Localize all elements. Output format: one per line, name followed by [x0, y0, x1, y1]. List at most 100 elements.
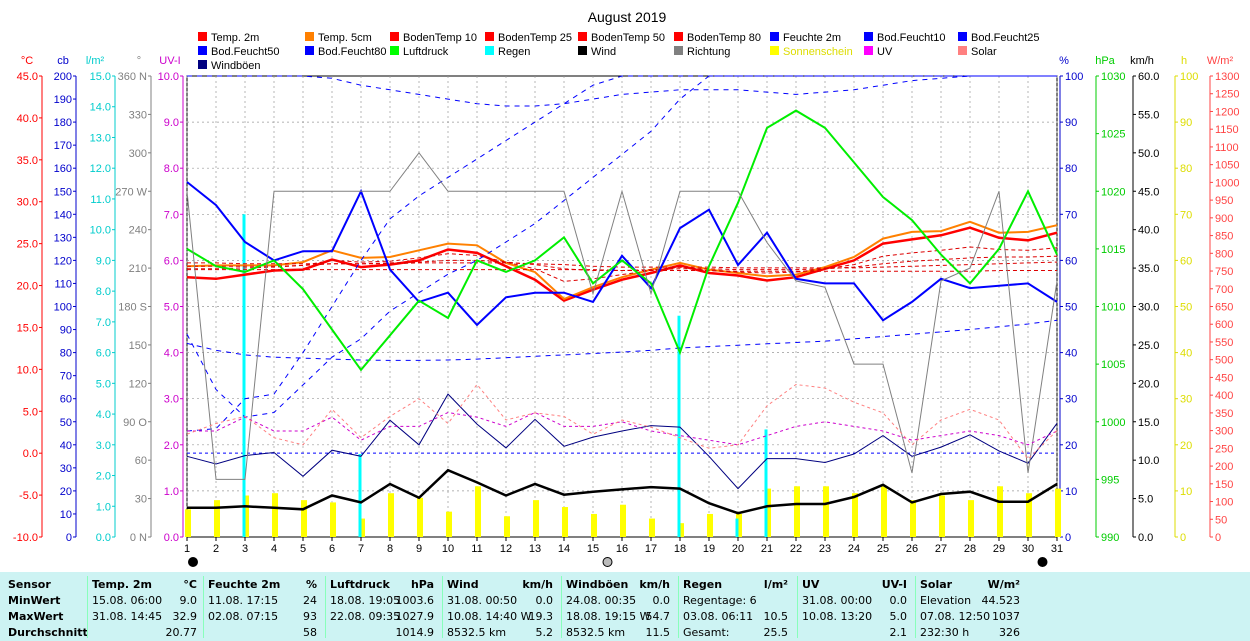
- axis-tick-label: 50: [1215, 514, 1227, 526]
- max-value: 10.5: [763, 610, 789, 623]
- axis-tick-label: 30: [1180, 394, 1192, 406]
- chart-legend: Temp. 2m Temp. 5cm BodenTemp 10 BodenTemp 2…: [198, 32, 1040, 72]
- axis-tick-label: 70: [1180, 209, 1192, 221]
- max-value: 1027.9: [395, 610, 435, 623]
- axis-tick-label: 8.0: [96, 286, 111, 298]
- column-header: Wind: [447, 578, 479, 591]
- axis-tick-label: 6.0: [96, 348, 111, 360]
- sunshine-bar: [794, 486, 800, 537]
- max-value: 54.7: [645, 610, 671, 623]
- series-bodentemp-80: [187, 269, 1057, 272]
- sunshine-bar: [939, 495, 945, 537]
- column-unit: l/m²: [763, 578, 788, 591]
- min-time: 24.08. 00:35: [566, 594, 637, 607]
- axis-tick-label: 150: [54, 186, 72, 198]
- column-separator: [915, 576, 916, 638]
- x-tick-label: 17: [645, 543, 657, 555]
- axis-tick-label: 45.0: [17, 71, 38, 83]
- axis-tick-label: 60: [1180, 255, 1192, 267]
- legend-swatch: [485, 32, 494, 41]
- sunshine-bar: [591, 513, 597, 537]
- avg-value: 58: [303, 626, 317, 639]
- min-value: 0.0: [652, 594, 671, 607]
- legend-swatch: [674, 46, 683, 55]
- sunshine-bar: [243, 495, 249, 537]
- legend-swatch: [198, 60, 207, 69]
- axis-tick-label: 0: [66, 532, 72, 544]
- row-label: MinWert: [8, 594, 61, 607]
- legend-swatch: [390, 46, 399, 55]
- legend-swatch: [305, 46, 314, 55]
- axis-tick-label: 10: [1065, 486, 1077, 498]
- axis-tick-label: 1.0: [164, 486, 179, 498]
- stats-table: Sensor MinWert MaxWert Durchschnitt Temp. 2m…: [0, 572, 1250, 641]
- max-value: 19.3: [528, 610, 554, 623]
- column-unit: UV-I: [881, 578, 907, 591]
- axis-tick-label: 5.0: [23, 406, 38, 418]
- axis-tick-label: 80: [1180, 163, 1192, 175]
- axis-tick-label: 70: [60, 371, 72, 383]
- sunshine-bar: [620, 504, 626, 537]
- legend-label: Sonnenschein: [783, 46, 853, 58]
- x-tick-label: 15: [587, 543, 599, 555]
- axis-tick-label: 9.0: [164, 117, 179, 129]
- sunshine-bar: [910, 500, 916, 537]
- axis-tick-label: 950: [1215, 195, 1233, 207]
- axis-tick-label: 80: [1065, 163, 1077, 175]
- axis-unit-label: hPa: [1095, 55, 1115, 67]
- x-tick-label: 22: [790, 543, 802, 555]
- axis-tick-label: 40: [1065, 348, 1077, 360]
- legend-swatch: [958, 32, 967, 41]
- avg-value: 2.1: [889, 626, 908, 639]
- axis-tick-label: 1050: [1215, 160, 1239, 172]
- axis-tick-label: 50: [60, 417, 72, 429]
- axis-tick-label: 140: [54, 209, 72, 221]
- rain-bar: [735, 518, 739, 537]
- column-header: Regen: [683, 578, 723, 591]
- x-tick-label: 24: [848, 543, 860, 555]
- sunshine-bar: [533, 500, 539, 537]
- x-tick-label: 13: [529, 543, 541, 555]
- axis-tick-label: 150: [129, 340, 147, 352]
- axis-tick-label: 1005: [1101, 359, 1125, 371]
- axis-tick-label: 9.0: [96, 255, 111, 267]
- weather-chart: August 2019 Temp. 2m Temp. 5cm BodenTemp 1…: [13, 9, 1239, 567]
- axis-tick-label: 1.0: [96, 501, 111, 513]
- axis-tick-label: 4.0: [96, 409, 111, 421]
- series-bod-feucht10: [186, 75, 1057, 432]
- axis-tick-label: 700: [1215, 284, 1233, 296]
- chart-bars: [185, 214, 1061, 538]
- x-tick-label: 2: [213, 543, 219, 555]
- column-separator: [797, 576, 798, 638]
- x-tick-label: 28: [964, 543, 976, 555]
- x-tick-label: 5: [300, 543, 306, 555]
- axis-tick-label: 35.0: [1138, 263, 1159, 275]
- axis-unit-label: W/m²: [1207, 55, 1234, 67]
- sunshine-bar: [881, 486, 887, 537]
- axis-tick-label: 500: [1215, 355, 1233, 367]
- axis-tick-label: 1020: [1101, 186, 1125, 198]
- avg-text: 8532.5 km: [447, 626, 507, 639]
- min-time: Regentage: 6: [683, 594, 757, 607]
- axis-tick-label: 25.0: [17, 239, 38, 251]
- axis-unit-label: l/m²: [86, 55, 105, 67]
- axis-tick-label: 10.0: [90, 225, 111, 237]
- axis-tick-label: 170: [54, 140, 72, 152]
- axis-tick-label: 0.0: [96, 532, 111, 544]
- column-separator: [203, 576, 204, 638]
- column-header: Windböen: [566, 578, 629, 591]
- axis-unit-label: km/h: [1130, 55, 1154, 67]
- x-tick-label: 3: [242, 543, 248, 555]
- axis-tick-label: -5.0: [19, 490, 38, 502]
- legend-swatch: [864, 32, 873, 41]
- axis-unit-label: °C: [21, 55, 33, 67]
- axis-tick-label: 160: [54, 163, 72, 175]
- sunshine-bar: [475, 486, 481, 537]
- max-value: 32.9: [172, 610, 198, 623]
- series-luftdruck: [186, 109, 1058, 372]
- axis-tick-label: 90: [60, 325, 72, 337]
- x-tick-label: 19: [703, 543, 715, 555]
- axis-tick-label: 120: [54, 255, 72, 267]
- axis-tick-label: 50.0: [1138, 148, 1159, 160]
- chart-series: [186, 75, 1058, 515]
